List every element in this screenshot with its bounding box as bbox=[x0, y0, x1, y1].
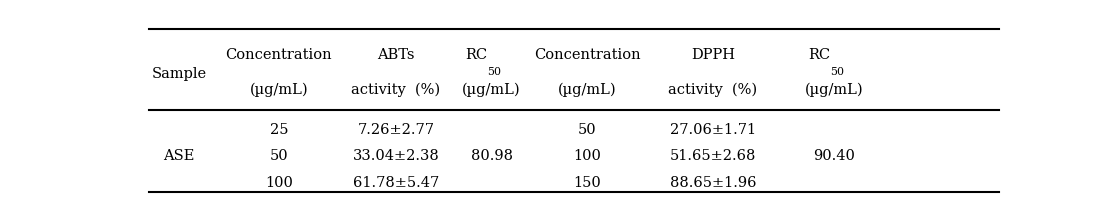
Text: 100: 100 bbox=[573, 149, 601, 163]
Text: (µg/mL): (µg/mL) bbox=[558, 82, 616, 97]
Text: (µg/mL): (µg/mL) bbox=[250, 82, 308, 97]
Text: activity  (%): activity (%) bbox=[352, 82, 440, 97]
Text: Concentration: Concentration bbox=[225, 48, 333, 62]
Text: (µg/mL): (µg/mL) bbox=[463, 82, 521, 97]
Text: DPPH: DPPH bbox=[691, 48, 735, 62]
Text: 50: 50 bbox=[487, 67, 502, 77]
Text: 33.04±2.38: 33.04±2.38 bbox=[353, 149, 439, 163]
Text: Concentration: Concentration bbox=[534, 48, 641, 62]
Text: RC: RC bbox=[465, 48, 487, 62]
Text: 80.98: 80.98 bbox=[470, 149, 513, 163]
Text: 88.65±1.96: 88.65±1.96 bbox=[670, 176, 756, 190]
Text: Sample: Sample bbox=[151, 67, 206, 81]
Text: RC: RC bbox=[808, 48, 830, 62]
Text: 61.78±5.47: 61.78±5.47 bbox=[353, 176, 439, 190]
Text: (µg/mL): (µg/mL) bbox=[805, 82, 864, 97]
Text: 51.65±2.68: 51.65±2.68 bbox=[670, 149, 756, 163]
Text: 7.26±2.77: 7.26±2.77 bbox=[357, 123, 435, 137]
Text: 25: 25 bbox=[270, 123, 288, 137]
Text: 100: 100 bbox=[265, 176, 292, 190]
Text: 50: 50 bbox=[830, 67, 844, 77]
Text: ASE: ASE bbox=[164, 149, 195, 163]
Text: 50: 50 bbox=[578, 123, 596, 137]
Text: 90.40: 90.40 bbox=[813, 149, 856, 163]
Text: 150: 150 bbox=[573, 176, 601, 190]
Text: 50: 50 bbox=[270, 149, 288, 163]
Text: ABTs: ABTs bbox=[377, 48, 414, 62]
Text: 27.06±1.71: 27.06±1.71 bbox=[670, 123, 756, 137]
Text: activity  (%): activity (%) bbox=[669, 82, 757, 97]
